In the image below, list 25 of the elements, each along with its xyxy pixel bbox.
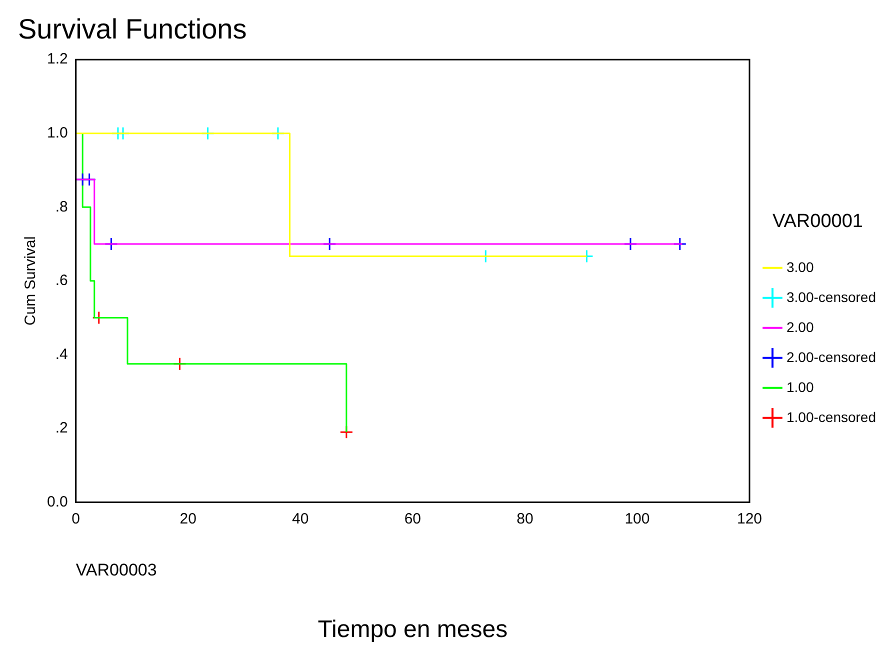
x-tick-label: 120 (736, 510, 762, 528)
x-tick-label: 40 (292, 510, 309, 528)
y-tick-label: .8 (55, 198, 68, 216)
legend-label: 1.00 (786, 378, 814, 395)
legend-label: 2.00-censored (786, 348, 876, 365)
y-tick-label: .4 (55, 346, 68, 363)
legend-label: 1.00-censored (786, 408, 876, 425)
chart-title: Survival Functions (18, 14, 247, 45)
y-tick-label: .6 (55, 272, 68, 290)
x-axis-title: Tiempo en meses (318, 616, 508, 644)
y-tick-label: .2 (55, 420, 68, 437)
legend-title: VAR00001 (772, 210, 863, 232)
legend-label: 3.00 (786, 258, 814, 275)
x-tick-label: 80 (516, 510, 534, 528)
y-tick-label: 1.2 (46, 50, 68, 68)
x-tick-label: 100 (624, 510, 650, 528)
y-tick-label: 1.0 (46, 124, 68, 142)
legend-label: 3.00-censored (786, 288, 876, 305)
legend-label: 2.00 (786, 318, 814, 335)
y-tick-label: 0.0 (46, 493, 68, 510)
x-tick-label: 0 (72, 510, 80, 528)
x-tick-label: 60 (404, 510, 422, 528)
y-axis-title: Cum Survival (22, 236, 40, 326)
x-tick-label: 20 (180, 510, 196, 528)
text: VAR00003 (76, 560, 157, 580)
